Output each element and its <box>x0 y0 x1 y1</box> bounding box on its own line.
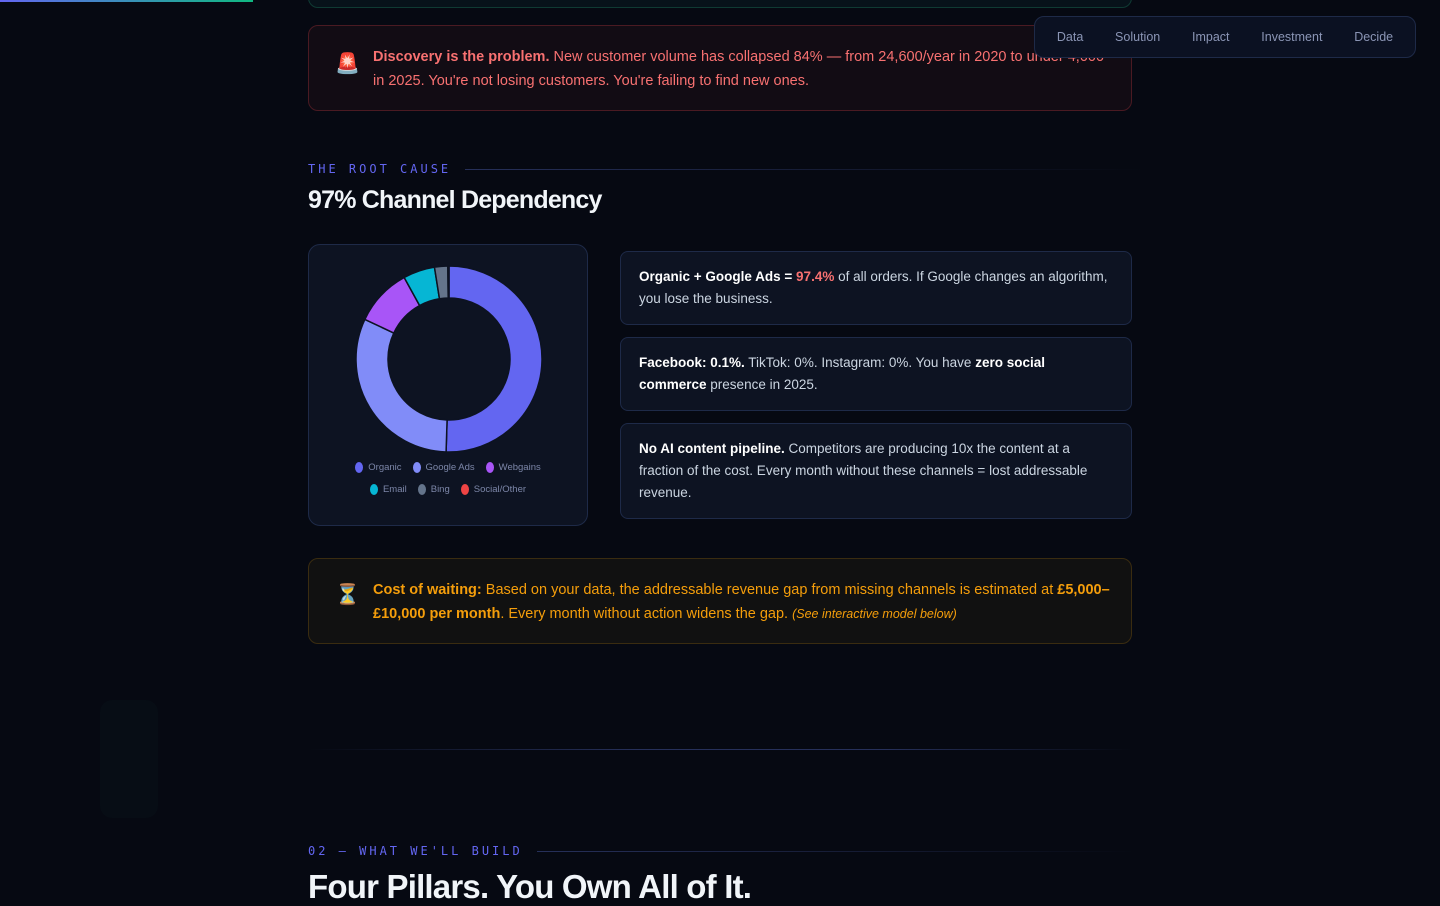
legend-row: Organic Google Ads Webgains <box>309 462 587 473</box>
legend-label: Webgains <box>498 462 541 473</box>
card-bold: Facebook: 0.1%. <box>639 355 745 370</box>
channel-chart-card: Organic Google Ads Webgains Email Bing Socia… <box>308 244 588 526</box>
section-title: 97% Channel Dependency <box>308 186 602 214</box>
legend-swatch <box>460 484 469 495</box>
nav-decide[interactable]: Decide <box>1354 30 1394 44</box>
legend-item[interactable]: Email <box>369 484 407 495</box>
insight-card: Facebook: 0.1%. TikTok: 0%. Instagram: 0… <box>620 337 1132 411</box>
donut-slice-social-other[interactable] <box>447 265 450 299</box>
legend-item[interactable]: Organic <box>355 462 402 473</box>
card-bold: No AI content pipeline. <box>639 441 785 456</box>
section-nav: Data Solution Impact Investment Decide <box>1034 16 1416 58</box>
legend-item[interactable]: Bing <box>417 484 450 495</box>
warn-text: . Every month without action widens the … <box>500 606 793 622</box>
card-bold: zero social commerce <box>639 355 1045 392</box>
legend-swatch <box>485 462 494 473</box>
warn-note[interactable]: (See interactive model below) <box>792 607 957 621</box>
legend-label: Organic <box>368 462 402 473</box>
warn-bold: Cost of waiting: <box>373 582 482 598</box>
donut-chart <box>355 265 543 453</box>
legend-item[interactable]: Google Ads <box>412 462 475 473</box>
legend-item[interactable]: Social/Other <box>460 484 527 495</box>
problem-alert: 🚨 Discovery is the problem. New customer… <box>308 25 1132 111</box>
scroll-progress-bar <box>0 0 253 2</box>
legend-swatch <box>417 484 426 495</box>
legend-label: Bing <box>430 484 450 495</box>
card-highlight: 97.4% <box>796 269 835 284</box>
card-text: of all orders. If Google changes an algo… <box>639 269 1108 306</box>
siren-icon: 🚨 <box>335 53 360 75</box>
nav-investment[interactable]: Investment <box>1261 30 1323 44</box>
nav-solution[interactable]: Solution <box>1115 30 1161 44</box>
nav-data[interactable]: Data <box>1056 30 1084 44</box>
section-eyebrow: THE ROOT CAUSE <box>308 162 1146 176</box>
eyebrow-text: 02 — WHAT WE'LL BUILD <box>308 844 523 858</box>
warn-text: Based on your data, the addressable reve… <box>481 582 1058 598</box>
legend-row: Email Bing Social/Other <box>309 484 587 495</box>
legend-swatch <box>355 462 364 473</box>
legend-swatch <box>369 484 378 495</box>
card-bold: Organic + Google Ads = <box>639 269 797 284</box>
warn-bold: £5,000–£10,000 per month <box>373 582 1110 622</box>
decorative-panel <box>100 700 158 818</box>
insight-card: Organic + Google Ads = 97.4% of all orde… <box>620 251 1132 325</box>
legend-label: Social/Other <box>473 484 527 495</box>
previous-card <box>308 0 1132 8</box>
legend-label: Email <box>382 484 407 495</box>
donut-slice-organic[interactable] <box>445 265 543 453</box>
alert-bold: Discovery is the problem. <box>373 49 550 65</box>
section-title: Four Pillars. You Own All of It. <box>308 868 752 905</box>
alert-text: New customer volume has collapsed 84% — … <box>373 49 1105 89</box>
section-divider <box>308 749 1132 750</box>
eyebrow-line <box>536 850 1137 852</box>
card-text: presence in 2025. <box>706 377 818 392</box>
nav-impact[interactable]: Impact <box>1192 30 1230 44</box>
legend-item[interactable]: Webgains <box>485 462 541 473</box>
hourglass-icon: ⏳ <box>335 584 360 606</box>
eyebrow-line <box>465 168 1146 170</box>
cost-warning: ⏳ Cost of waiting: Based on your data, t… <box>308 558 1132 644</box>
insight-card: No AI content pipeline. Competitors are … <box>620 423 1132 519</box>
card-text: Competitors are producing 10x the conten… <box>639 441 1088 500</box>
legend-swatch <box>412 462 421 473</box>
section-eyebrow: 02 — WHAT WE'LL BUILD <box>308 844 1137 858</box>
card-text: TikTok: 0%. Instagram: 0%. You have <box>744 355 976 370</box>
legend-label: Google Ads <box>425 462 475 473</box>
eyebrow-text: THE ROOT CAUSE <box>308 162 452 176</box>
donut-slice-google-ads[interactable] <box>355 318 448 453</box>
